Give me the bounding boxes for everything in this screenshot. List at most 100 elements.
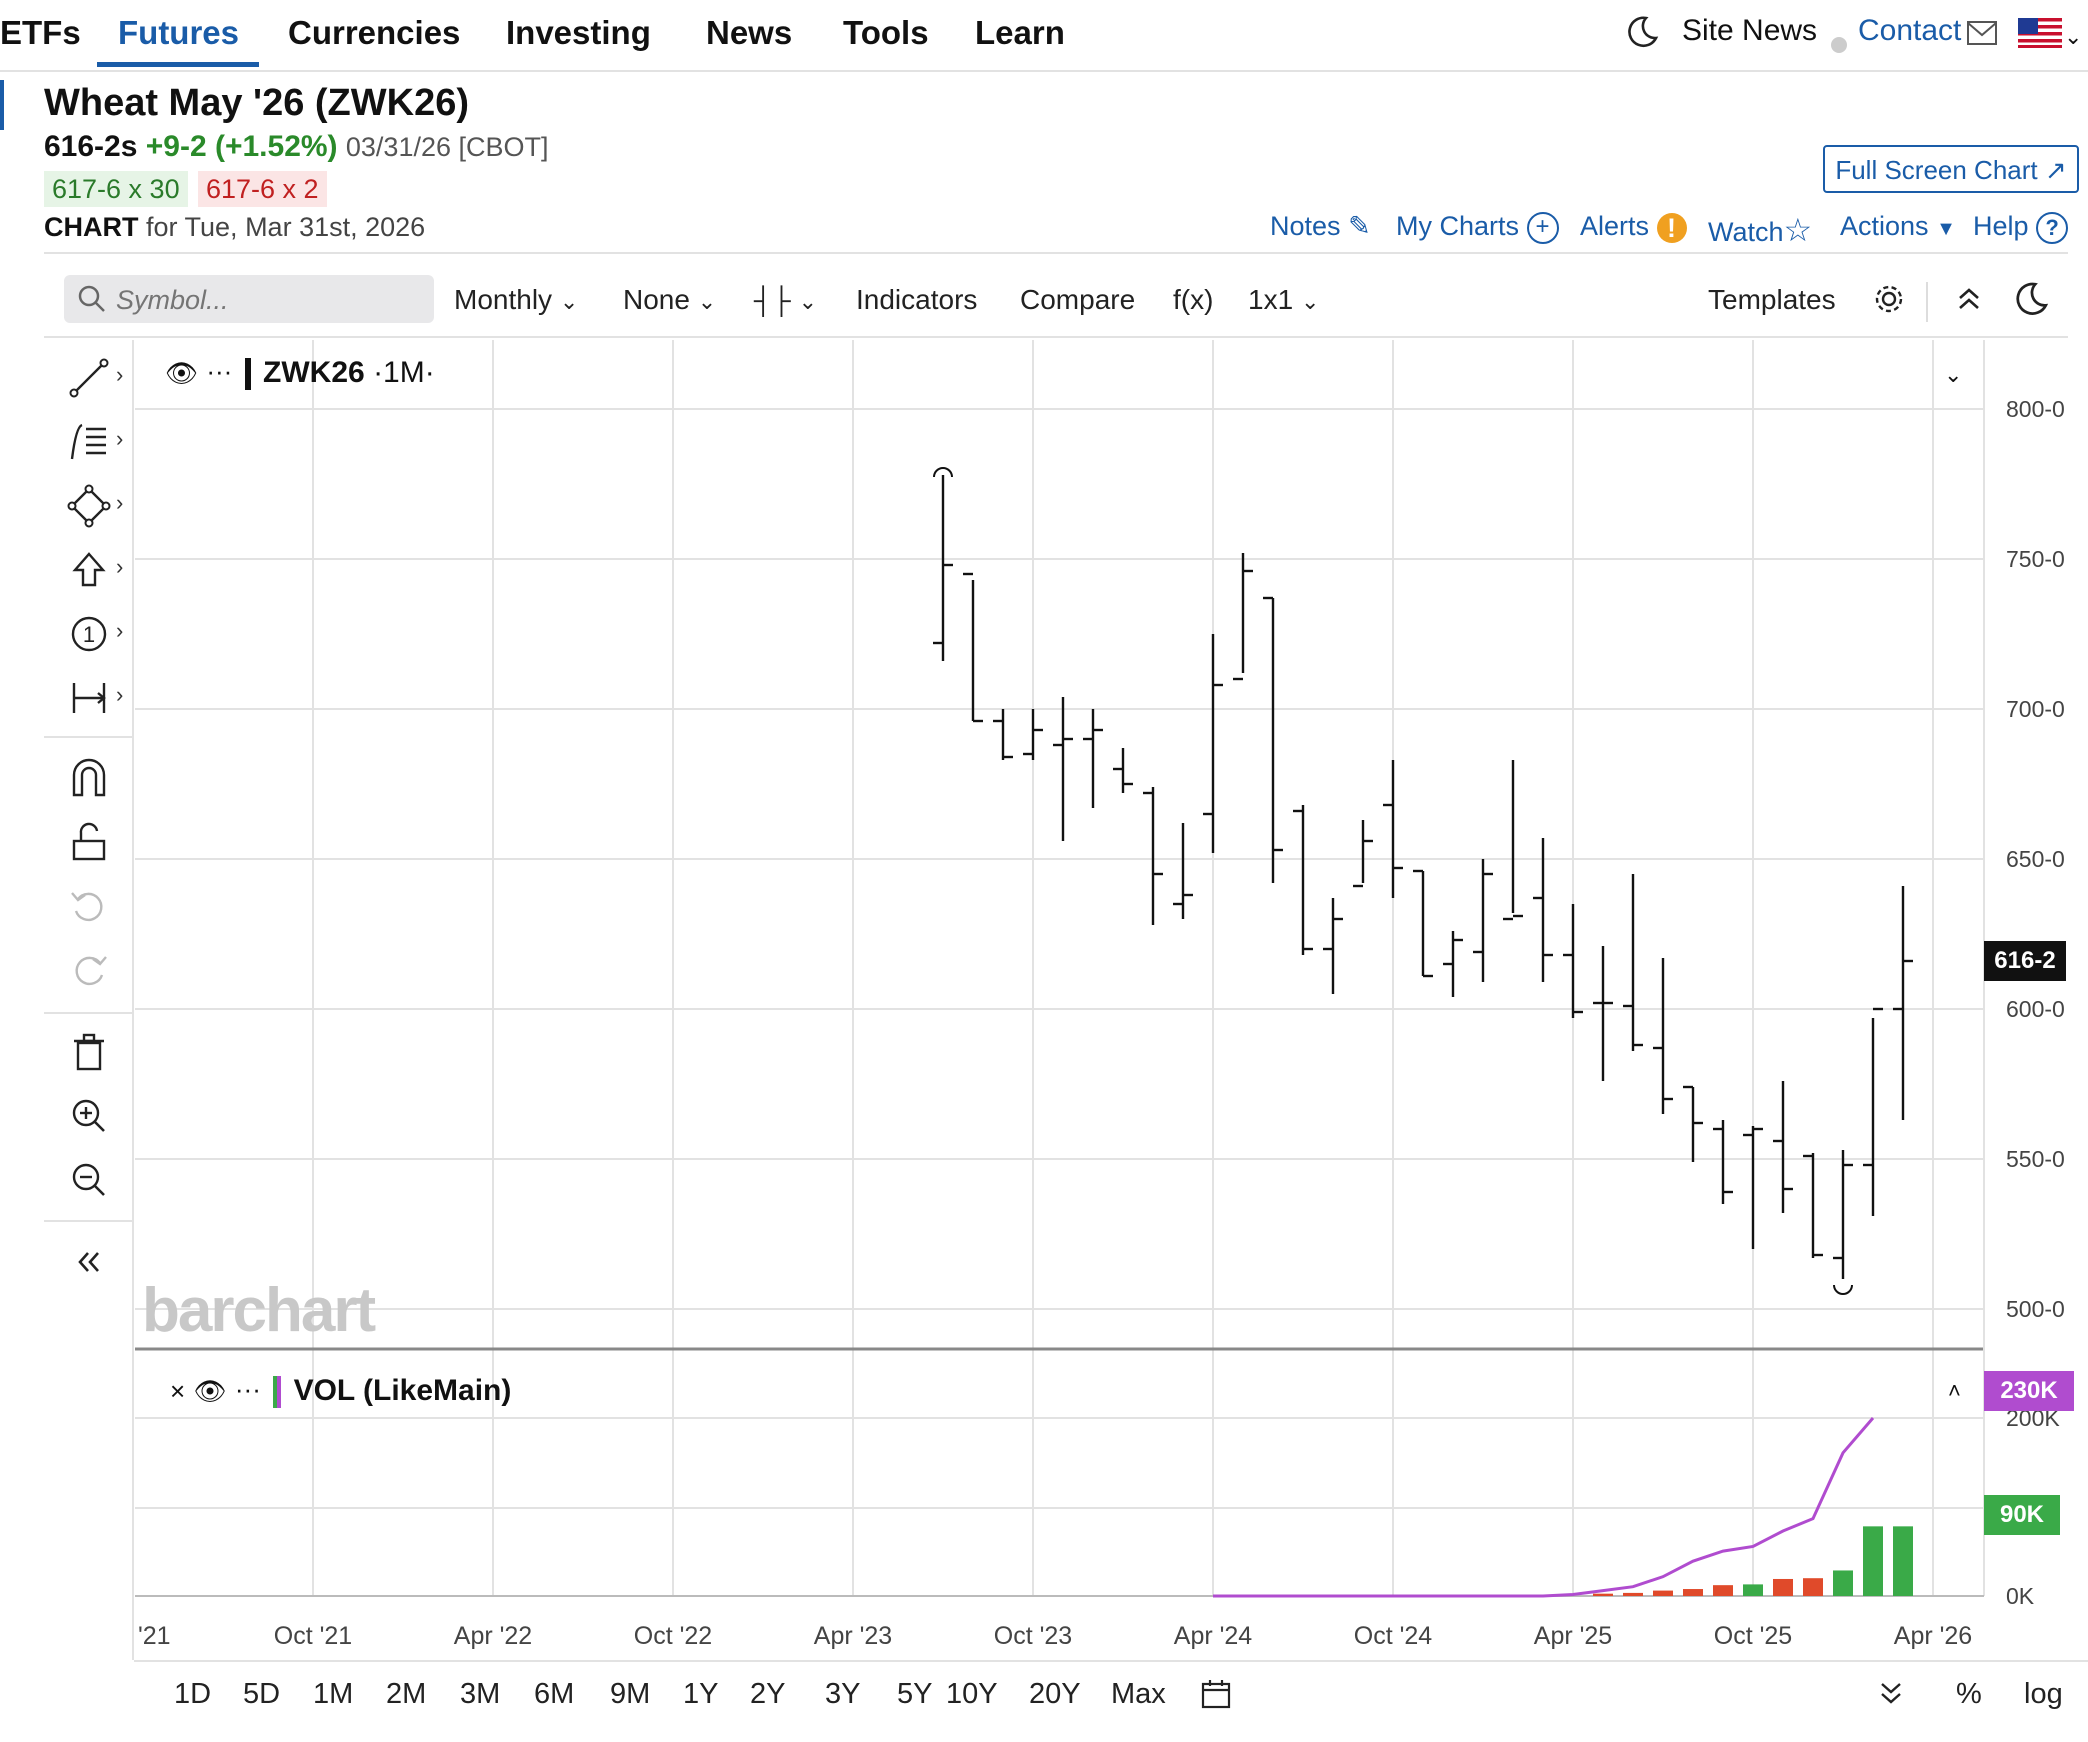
log-toggle[interactable]: log: [2024, 1678, 2063, 1710]
more-dots-icon[interactable]: ···: [206, 356, 233, 386]
period-20y[interactable]: 20Y: [1029, 1678, 1081, 1710]
period-1y[interactable]: 1Y: [683, 1678, 719, 1710]
period-2y[interactable]: 2Y: [750, 1678, 786, 1710]
my-charts-label: My Charts: [1396, 211, 1520, 241]
dark-mode-moon-icon[interactable]: [2012, 280, 2050, 323]
last-price-tag: 616-2: [1984, 941, 2066, 981]
eye-icon[interactable]: 👁: [193, 1376, 227, 1406]
chevron-down-icon[interactable]: ⌄: [1944, 362, 1963, 387]
chevron-down-icon: ⌄: [798, 289, 818, 314]
period-6m[interactable]: 6M: [534, 1678, 575, 1710]
measure-tool-icon[interactable]: [64, 673, 114, 723]
ohlc-bar: [1443, 931, 1463, 997]
arrow-up-tool-icon[interactable]: [64, 545, 114, 595]
alerts-link[interactable]: Alerts !: [1580, 211, 1687, 243]
bar-type-dropdown[interactable]: ┤├ ⌄: [754, 284, 817, 316]
volume-legend: × 👁 ··· VOL (LikeMain): [170, 1374, 511, 1409]
help-link[interactable]: Help ?: [1973, 211, 2069, 244]
period-5y[interactable]: 5Y: [897, 1678, 933, 1710]
site-news-link[interactable]: Site News: [1682, 14, 1818, 47]
symbol-input[interactable]: [114, 283, 418, 317]
full-screen-chart-button[interactable]: Full Screen Chart ↗: [1823, 145, 2079, 193]
chevron-down-icon[interactable]: ⌄: [2064, 24, 2083, 49]
eye-icon[interactable]: 👁: [165, 358, 199, 388]
ohlc-bar: [1803, 1153, 1823, 1258]
us-flag-icon[interactable]: [2018, 18, 2062, 48]
settings-gear-icon[interactable]: [1872, 282, 1906, 321]
volume-bar: [1593, 1593, 1613, 1596]
tool-divider: [44, 1220, 132, 1222]
magnet-icon[interactable]: [64, 753, 114, 803]
chevron-right-icon[interactable]: ›: [116, 618, 124, 643]
compare-button[interactable]: Compare: [1020, 284, 1136, 315]
period-1d[interactable]: 1D: [174, 1678, 212, 1710]
unlock-icon[interactable]: [64, 817, 114, 867]
close-icon[interactable]: ×: [170, 1376, 186, 1406]
period-max[interactable]: Max: [1111, 1678, 1166, 1710]
volume-bar: [1743, 1584, 1763, 1596]
help-icon: ?: [2036, 211, 2069, 244]
trendline-tool-icon[interactable]: [64, 353, 114, 403]
zoom-out-icon[interactable]: [64, 1155, 114, 1205]
x-tick-label: '21: [138, 1622, 171, 1650]
period-10y[interactable]: 10Y: [946, 1678, 998, 1710]
y-tick-label: 700-0: [2006, 696, 2065, 722]
fx-button[interactable]: f(x): [1173, 284, 1214, 315]
zoom-in-icon[interactable]: [64, 1091, 114, 1141]
period-3y[interactable]: 3Y: [825, 1678, 861, 1710]
period-5d[interactable]: 5D: [243, 1678, 281, 1710]
ohlc-bar: [963, 572, 983, 723]
chevron-right-icon[interactable]: ›: [116, 362, 124, 387]
toolbar-divider-line: [44, 336, 2068, 338]
number-marker-tool-icon[interactable]: 1: [64, 609, 114, 659]
search-icon: [76, 283, 108, 320]
more-dots-icon[interactable]: ···: [234, 1374, 261, 1404]
symbol-search[interactable]: [64, 275, 434, 323]
trash-icon[interactable]: [64, 1027, 114, 1077]
collapse-up-icon[interactable]: [1952, 282, 1986, 321]
my-charts-link[interactable]: My Charts +: [1396, 211, 1559, 244]
calendar-icon[interactable]: [1200, 1678, 1232, 1715]
indicators-button[interactable]: Indicators: [856, 284, 978, 315]
chevron-right-icon[interactable]: ›: [116, 426, 124, 451]
chevron-up-icon[interactable]: ˄: [1948, 1378, 1961, 1403]
nav-tools[interactable]: Tools: [843, 14, 929, 51]
volume-bar: [1713, 1585, 1733, 1596]
ohlc-bar: [1683, 1085, 1703, 1162]
notes-label: Notes: [1270, 211, 1341, 241]
period-2m[interactable]: 2M: [386, 1678, 427, 1710]
redo-icon[interactable]: [64, 945, 114, 995]
nav-currencies[interactable]: Currencies: [288, 14, 461, 51]
chevron-right-icon[interactable]: ›: [116, 682, 124, 707]
watch-link[interactable]: Watch☆: [1708, 211, 1812, 249]
period-9m[interactable]: 9M: [610, 1678, 651, 1710]
undo-icon[interactable]: [64, 881, 114, 931]
collapse-panel-icon[interactable]: [64, 1237, 114, 1287]
nav-futures[interactable]: Futures: [118, 14, 240, 51]
chevron-right-icon[interactable]: ›: [116, 490, 124, 515]
period-3m[interactable]: 3M: [460, 1678, 501, 1710]
moon-icon[interactable]: [1624, 14, 1660, 50]
templates-button[interactable]: Templates: [1708, 284, 1836, 315]
mail-icon[interactable]: [1966, 20, 1998, 46]
chevron-right-icon[interactable]: ›: [116, 554, 124, 579]
layout-dropdown[interactable]: 1x1 ⌄: [1248, 284, 1319, 316]
period-dropdown[interactable]: Monthly ⌄: [454, 284, 578, 316]
shape-tool-icon[interactable]: [64, 481, 114, 531]
notes-link[interactable]: Notes ✎: [1270, 211, 1371, 242]
percent-toggle[interactable]: %: [1956, 1678, 1982, 1710]
nav-news[interactable]: News: [706, 14, 793, 51]
ohlc-bar: [1563, 904, 1583, 1018]
contact-link[interactable]: Contact: [1858, 14, 1962, 47]
overlay-dropdown[interactable]: None ⌄: [623, 284, 716, 316]
fibonacci-tool-icon[interactable]: [64, 417, 114, 467]
actions-menu[interactable]: Actions ▼: [1840, 211, 1956, 242]
nav-learn[interactable]: Learn: [975, 14, 1065, 51]
nav-etfs[interactable]: ETFs: [0, 14, 81, 51]
period-1m[interactable]: 1M: [313, 1678, 354, 1710]
quote-line: 616-2s +9-2 (+1.52%) 03/31/26 [CBOT]: [44, 130, 549, 164]
nav-investing[interactable]: Investing: [506, 14, 651, 51]
full-screen-label: Full Screen Chart: [1835, 155, 2038, 185]
expand-down-icon[interactable]: [1876, 1676, 1906, 1715]
